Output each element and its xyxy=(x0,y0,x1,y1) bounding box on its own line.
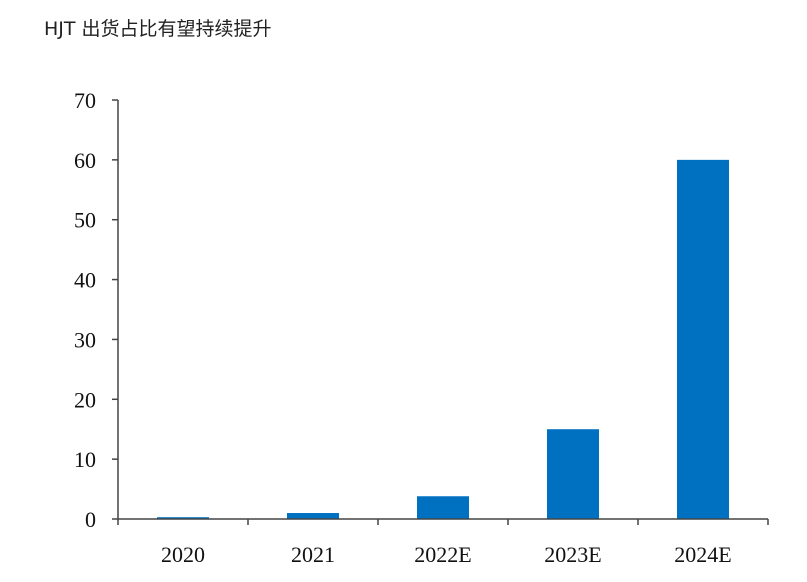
bar-2020 xyxy=(157,517,209,519)
bar-2024e xyxy=(677,159,729,519)
x-tick-label-2022e: 2022E xyxy=(414,542,471,567)
bar-2022e xyxy=(417,496,469,519)
y-tick-label-0: 0 xyxy=(85,507,96,532)
bar-2023e xyxy=(547,429,599,519)
y-tick-label-70: 70 xyxy=(74,88,96,113)
chart-title: HJT 出货占比有望持续提升 xyxy=(44,18,272,40)
y-tick-label-30: 30 xyxy=(74,327,96,352)
y-tick-label-60: 60 xyxy=(74,148,96,173)
x-tick-label-2020: 2020 xyxy=(161,542,205,567)
x-tick-label-2021: 2021 xyxy=(291,542,335,567)
y-tick-label-50: 50 xyxy=(74,208,96,233)
y-tick-label-20: 20 xyxy=(74,387,96,412)
x-tick-label-2023e: 2023E xyxy=(544,542,601,567)
y-tick-label-40: 40 xyxy=(74,268,96,293)
x-tick-label-2024e: 2024E xyxy=(674,542,731,567)
y-tick-label-10: 10 xyxy=(74,447,96,472)
bar-2021 xyxy=(287,513,339,519)
